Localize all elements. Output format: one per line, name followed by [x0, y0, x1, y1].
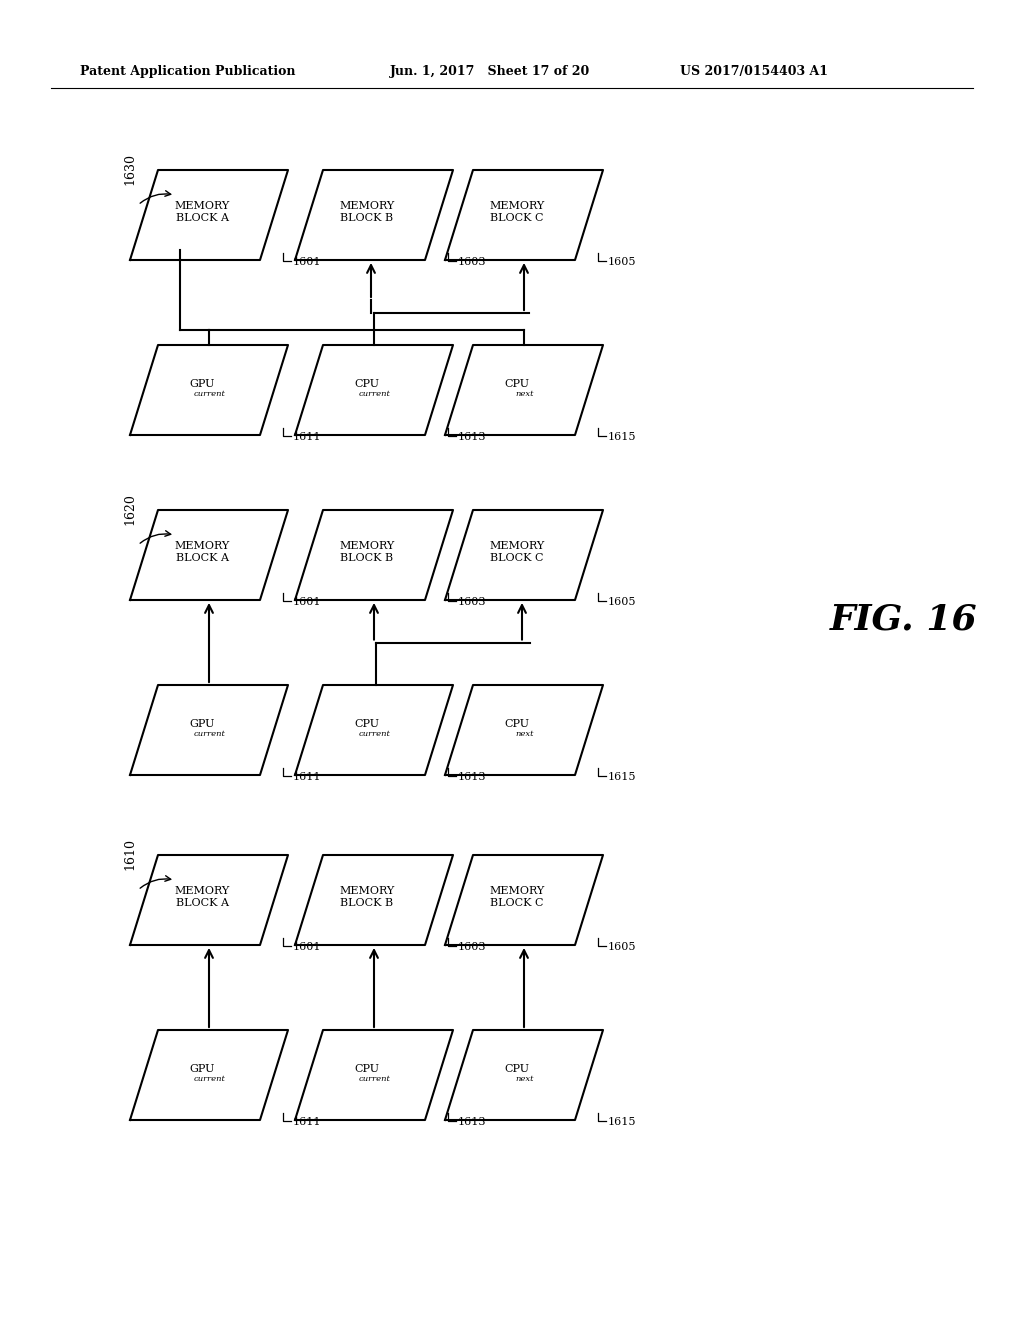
- Text: 1630: 1630: [124, 153, 136, 185]
- Polygon shape: [130, 510, 288, 601]
- Text: MEMORY
BLOCK C: MEMORY BLOCK C: [489, 201, 545, 223]
- Text: 1620: 1620: [124, 494, 136, 525]
- Text: MEMORY
BLOCK A: MEMORY BLOCK A: [174, 541, 229, 562]
- Text: current: current: [359, 730, 391, 738]
- Text: 1615: 1615: [608, 432, 637, 442]
- Polygon shape: [295, 510, 453, 601]
- Text: 1603: 1603: [458, 257, 486, 267]
- Text: next: next: [516, 389, 535, 399]
- Text: 1601: 1601: [293, 942, 322, 952]
- Text: FIG. 16: FIG. 16: [830, 603, 978, 638]
- Polygon shape: [445, 685, 603, 775]
- Text: CPU: CPU: [505, 379, 529, 389]
- Text: current: current: [195, 730, 226, 738]
- Text: GPU: GPU: [189, 719, 215, 729]
- Text: GPU: GPU: [189, 1064, 215, 1074]
- Text: 1611: 1611: [293, 1117, 322, 1127]
- Text: 1611: 1611: [293, 772, 322, 781]
- Text: MEMORY
BLOCK B: MEMORY BLOCK B: [339, 886, 394, 908]
- Text: 1605: 1605: [608, 597, 637, 607]
- Text: 1603: 1603: [458, 597, 486, 607]
- Polygon shape: [130, 685, 288, 775]
- Text: current: current: [359, 389, 391, 399]
- Text: MEMORY
BLOCK A: MEMORY BLOCK A: [174, 886, 229, 908]
- Text: 1601: 1601: [293, 257, 322, 267]
- Text: 1611: 1611: [293, 432, 322, 442]
- Polygon shape: [130, 345, 288, 436]
- Text: Patent Application Publication: Patent Application Publication: [80, 66, 296, 78]
- Polygon shape: [295, 685, 453, 775]
- Text: CPU: CPU: [354, 379, 380, 389]
- Text: CPU: CPU: [354, 719, 380, 729]
- Text: CPU: CPU: [505, 1064, 529, 1074]
- Text: MEMORY
BLOCK B: MEMORY BLOCK B: [339, 201, 394, 223]
- Text: US 2017/0154403 A1: US 2017/0154403 A1: [680, 66, 828, 78]
- Text: 1615: 1615: [608, 1117, 637, 1127]
- Text: MEMORY
BLOCK C: MEMORY BLOCK C: [489, 541, 545, 562]
- Polygon shape: [295, 345, 453, 436]
- Polygon shape: [445, 345, 603, 436]
- Text: next: next: [516, 730, 535, 738]
- Text: current: current: [359, 1074, 391, 1082]
- Text: 1613: 1613: [458, 1117, 486, 1127]
- Text: CPU: CPU: [354, 1064, 380, 1074]
- Text: 1605: 1605: [608, 257, 637, 267]
- Text: 1613: 1613: [458, 432, 486, 442]
- Text: MEMORY
BLOCK B: MEMORY BLOCK B: [339, 541, 394, 562]
- Text: 1613: 1613: [458, 772, 486, 781]
- Polygon shape: [295, 170, 453, 260]
- Text: MEMORY
BLOCK C: MEMORY BLOCK C: [489, 886, 545, 908]
- Text: current: current: [195, 1074, 226, 1082]
- Text: 1603: 1603: [458, 942, 486, 952]
- Polygon shape: [130, 855, 288, 945]
- Polygon shape: [445, 1030, 603, 1119]
- Text: GPU: GPU: [189, 379, 215, 389]
- Text: 1610: 1610: [124, 838, 136, 870]
- Polygon shape: [295, 855, 453, 945]
- Polygon shape: [445, 855, 603, 945]
- Polygon shape: [445, 510, 603, 601]
- Text: 1605: 1605: [608, 942, 637, 952]
- Text: 1601: 1601: [293, 597, 322, 607]
- Text: 1615: 1615: [608, 772, 637, 781]
- Text: MEMORY
BLOCK A: MEMORY BLOCK A: [174, 201, 229, 223]
- Text: Jun. 1, 2017   Sheet 17 of 20: Jun. 1, 2017 Sheet 17 of 20: [390, 66, 590, 78]
- Polygon shape: [130, 170, 288, 260]
- Polygon shape: [130, 1030, 288, 1119]
- Polygon shape: [445, 170, 603, 260]
- Polygon shape: [295, 1030, 453, 1119]
- Text: CPU: CPU: [505, 719, 529, 729]
- Text: next: next: [516, 1074, 535, 1082]
- Text: current: current: [195, 389, 226, 399]
